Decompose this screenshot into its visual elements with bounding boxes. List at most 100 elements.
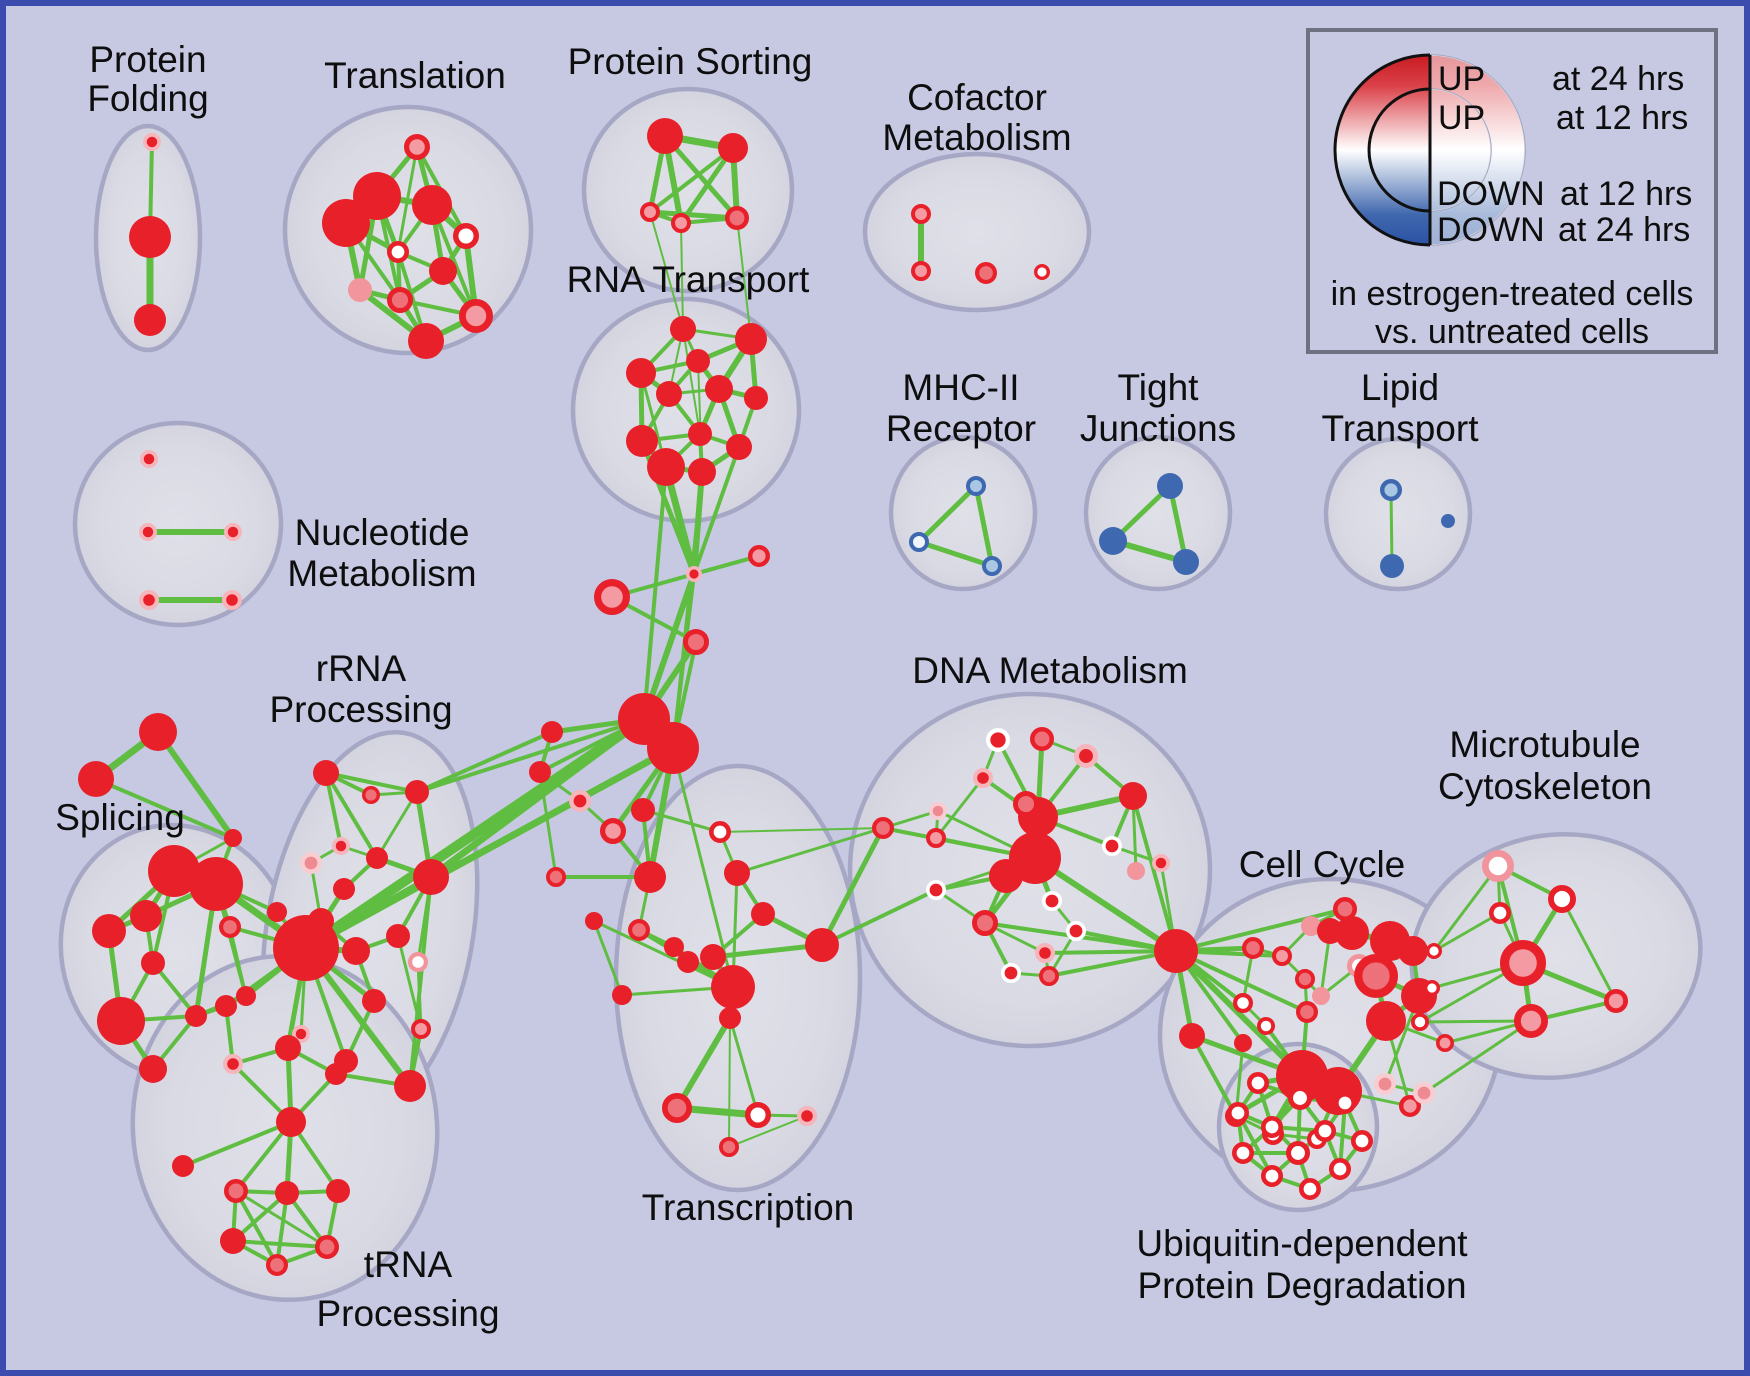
- node-rt4: [626, 358, 656, 388]
- edge-trd-trc: [641, 808, 722, 834]
- edge-ps3-rt1: [649, 211, 684, 330]
- node-trd: [631, 798, 655, 822]
- node-tn12: [265, 1253, 288, 1276]
- node-rt8: [688, 422, 712, 446]
- edge-rt12-hub1: [642, 465, 668, 721]
- node-tj2: [1099, 527, 1127, 555]
- node-ch2: [593, 578, 630, 615]
- cluster-translation: [282, 104, 534, 356]
- node-r6: [366, 847, 388, 869]
- node-d16: [1042, 890, 1063, 911]
- node-rt3: [686, 349, 710, 373]
- cluster-label-protein-folding: Protein Folding: [87, 39, 208, 119]
- node-t9: [387, 287, 414, 314]
- legend-row1-label: UP: [1438, 60, 1485, 98]
- node-d7: [1012, 790, 1039, 817]
- node-c11: [1257, 1017, 1276, 1036]
- node-rt6: [705, 375, 733, 403]
- node-u6: [1314, 1120, 1337, 1143]
- node-d18: [1127, 862, 1145, 880]
- node-tj3: [1173, 549, 1199, 575]
- edge-rt10-ch1: [692, 445, 741, 576]
- cluster-lipid-transport: [1323, 436, 1473, 592]
- node-tn6: [172, 1155, 194, 1177]
- node-r14: [411, 1019, 431, 1039]
- node-tj1: [1157, 473, 1183, 499]
- node-trh: [664, 937, 684, 957]
- node-pf3: [134, 304, 166, 336]
- node-mt2: [1547, 885, 1576, 914]
- node-r8: [413, 859, 449, 895]
- node-u12: [1299, 1178, 1322, 1201]
- node-n1: [139, 450, 158, 469]
- node-mt1: [1481, 849, 1514, 882]
- edge-r1-r6: [324, 771, 379, 860]
- cluster-label-protein-sorting: Protein Sorting: [568, 41, 813, 82]
- node-r4: [332, 837, 351, 856]
- edge-d4-d10: [934, 776, 985, 840]
- node-u7: [1351, 1130, 1374, 1153]
- node-t4: [322, 199, 370, 247]
- node-n3: [223, 523, 242, 542]
- node-ps4: [671, 213, 691, 233]
- network-nodes: [78, 118, 1629, 1276]
- node-r11: [386, 924, 410, 948]
- node-tn2: [223, 1053, 244, 1074]
- node-tn1: [215, 995, 237, 1017]
- cluster-label-splicing: Splicing: [55, 797, 185, 838]
- node-t1: [404, 134, 431, 161]
- node-t7: [429, 257, 457, 285]
- node-u3: [1227, 1102, 1250, 1125]
- node-mt6: [1604, 989, 1629, 1014]
- node-ps2: [718, 133, 748, 163]
- edge-l1-r3: [415, 730, 554, 794]
- node-mt4: [1499, 939, 1546, 986]
- node-trc: [708, 820, 731, 843]
- edge-lt1-lt2: [1389, 488, 1394, 568]
- edge-mt2-mt6: [1560, 897, 1618, 1003]
- node-s7: [218, 916, 241, 939]
- node-cr3: [1317, 918, 1343, 944]
- node-tn11: [314, 1235, 339, 1260]
- node-t3: [412, 185, 452, 225]
- cluster-label-lipid-transport: Lipid Transport: [1322, 367, 1480, 449]
- node-d2: [1030, 727, 1055, 752]
- node-s3: [130, 900, 162, 932]
- node-trf: [585, 912, 603, 930]
- node-ch1: [685, 565, 702, 582]
- legend-outer-arc: [1333, 53, 1431, 247]
- edge-dbig2-br: [1032, 855, 1179, 954]
- node-tn4: [325, 1063, 347, 1085]
- node-rt10: [726, 434, 752, 460]
- node-cr1: [1335, 916, 1369, 950]
- node-trl: [677, 951, 699, 973]
- node-u9: [1286, 1141, 1311, 1166]
- edge-trk-dpk: [819, 825, 886, 948]
- node-tn5: [276, 1107, 306, 1137]
- edge-rt3-rt13: [697, 360, 703, 473]
- edge-mh2-mh3: [916, 539, 995, 569]
- node-c2: [1333, 897, 1358, 922]
- legend-row4-time: at 24 hrs: [1558, 211, 1690, 249]
- legend-inner-fade: [1430, 89, 1491, 211]
- cluster-label-rrna-processing: rRNA Processing: [269, 648, 452, 730]
- cluster-label-cell-cycle: Cell Cycle: [1239, 844, 1406, 885]
- node-l4: [546, 867, 567, 888]
- cluster-label-cofactor-metabolism: Cofactor Metabolism: [882, 77, 1071, 158]
- node-tra: [599, 817, 626, 844]
- node-mh2: [909, 532, 929, 552]
- node-k3: [1411, 1013, 1430, 1032]
- node-tn3: [275, 1035, 301, 1061]
- edge-r1-r3: [324, 771, 419, 794]
- edge-hub1-r3: [415, 717, 646, 794]
- node-k1: [1426, 942, 1443, 959]
- node-r12: [408, 951, 429, 972]
- cluster-cofactor-metabolism: [862, 151, 1092, 313]
- edge-ps2-ps4: [678, 145, 736, 226]
- node-tn8: [275, 1181, 299, 1205]
- node-d20: [1034, 942, 1055, 963]
- node-t10: [458, 298, 493, 333]
- cluster-labels: Protein Folding Translation Protein Sorting…: [55, 39, 1652, 1334]
- node-d22: [1039, 966, 1060, 987]
- edge-tri2-tri3: [94, 777, 235, 840]
